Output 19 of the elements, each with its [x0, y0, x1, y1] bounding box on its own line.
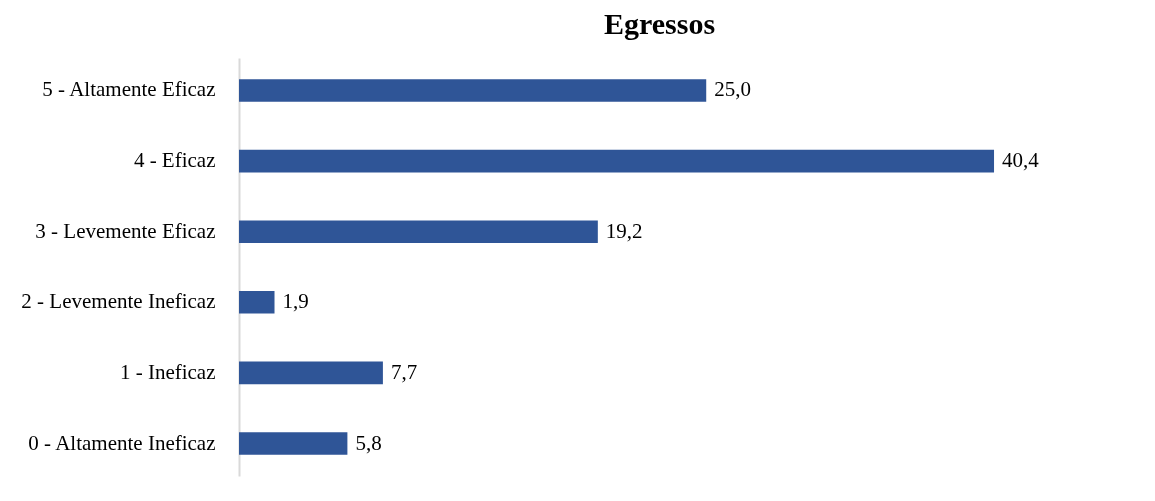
- bar: [239, 220, 598, 243]
- chart-title: Egressos: [603, 7, 716, 40]
- y-tick-label: 0 - Altamente Ineficaz: [28, 430, 216, 455]
- y-tick-label: 5 - Altamente Eficaz: [42, 77, 216, 102]
- y-tick-label: 4 - Eficaz: [133, 148, 216, 173]
- bar: [239, 361, 383, 385]
- data-label: 7,7: [390, 359, 418, 384]
- data-label: 25,0: [714, 77, 751, 102]
- data-label: 1,9: [282, 289, 309, 314]
- bar: [239, 432, 348, 455]
- y-tick-label: 1 - Ineficaz: [119, 359, 216, 384]
- data-label: 19,2: [605, 218, 643, 243]
- bar: [239, 149, 995, 173]
- data-label: 40,4: [1002, 148, 1040, 173]
- data-label: 5,8: [355, 430, 382, 455]
- y-tick-label: 2 - Levemente Ineficaz: [21, 289, 216, 314]
- y-tick-label: 3 - Levemente Eficaz: [35, 218, 216, 243]
- bar: [239, 291, 275, 314]
- bar: [239, 79, 707, 102]
